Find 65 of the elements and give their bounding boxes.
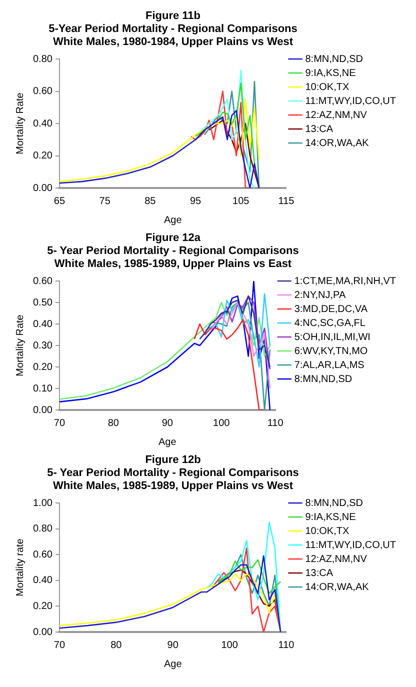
chart-title: Figure 11b 5-Year Period Mortality - Regional Comparisons White Males, 1980-1984, Upper Plains vs West <box>48 10 298 49</box>
legend-label: 9:IA,KS,NE <box>305 512 356 523</box>
legend-label: 10:OK,TX <box>305 526 350 537</box>
y-tick-label: 0.60 <box>32 86 53 97</box>
legend-label: 8:MN,ND,SD <box>294 374 352 385</box>
y-tick-label: 0.40 <box>32 118 53 130</box>
y-tick-label: 0.80 <box>32 524 53 535</box>
x-tick-label: 80 <box>110 640 122 651</box>
y-tick-label: 0.60 <box>32 276 53 287</box>
x-tick-label: 100 <box>221 640 238 651</box>
y-tick-label: 0.40 <box>32 318 53 330</box>
x-tick-label: 65 <box>54 196 66 207</box>
chart-title: Figure 12a 5- Year Period Mortality - Regional Comparisons White Males, 1985-1989, Upper Plains vs East <box>46 232 300 271</box>
legend-label: 11:MT,WY,ID,CO,UT <box>305 96 396 107</box>
y-tick-label: 0.20 <box>32 600 53 612</box>
legend-label: 13:CA <box>305 568 334 579</box>
legend-label: 3:MD,DE,DC,VA <box>294 304 368 315</box>
x-tick-label: 75 <box>99 196 111 207</box>
legend-label: 6:WV,KY,TN,MO <box>294 346 368 357</box>
y-tick-label: 0.10 <box>32 383 53 394</box>
x-tick-label: 110 <box>267 418 284 429</box>
y-tick-label: 0.20 <box>32 362 53 373</box>
x-tick-label: 95 <box>190 196 202 207</box>
y-tick-label: 0.00 <box>32 182 53 194</box>
x-tick-label: 115 <box>278 196 295 207</box>
x-tick-label: 70 <box>54 418 66 429</box>
x-tick-label: 85 <box>144 196 156 207</box>
legend-label: 4:NC,SC,GA,FL <box>294 318 366 329</box>
y-tick-label: 0.40 <box>32 575 53 586</box>
x-tick-label: 110 <box>278 640 295 651</box>
x-tick-label: 80 <box>108 418 120 429</box>
y-axis-title: Mortality Rate <box>14 314 26 376</box>
y-axis-title: Mortality rate <box>14 538 26 596</box>
legend-label: 8:MN,ND,SD <box>305 498 364 509</box>
y-tick-label: 1.00 <box>32 498 53 509</box>
legend-label: 2:NY,NJ,PA <box>294 290 346 301</box>
legend-label: 12:AZ,NM,NV <box>305 110 368 121</box>
x-axis-title: Age <box>164 658 182 670</box>
x-axis-title: Age <box>164 214 182 226</box>
y-tick-label: 0.00 <box>32 404 53 416</box>
legend-label: 8:MN,ND,SD <box>305 54 364 65</box>
legend-label: 14:OR,WA,AK <box>305 582 370 593</box>
y-tick-label: 0.60 <box>32 549 53 560</box>
x-tick-label: 90 <box>167 640 179 651</box>
y-tick-label: 0.00 <box>32 626 53 638</box>
legend-label: 1:CT,ME,MA,RI,NH,VT <box>294 276 396 287</box>
x-tick-label: 90 <box>162 418 174 429</box>
legend-label: 7:AL,AR,LA,MS <box>294 360 365 371</box>
x-tick-label: 105 <box>232 196 250 207</box>
y-tick-label: 0.20 <box>32 150 53 162</box>
y-axis-title: Mortality Rate <box>14 92 26 154</box>
y-tick-label: 0.80 <box>32 54 53 65</box>
y-tick-label: 0.50 <box>32 297 53 308</box>
x-tick-label: 70 <box>54 640 66 651</box>
legend-label: 11:MT,WY,ID,CO,UT <box>305 540 396 551</box>
legend-label: 5:OH,IN,IL,MI,WI <box>294 332 370 343</box>
chart-title: Figure 12b 5- Year Period Mortality - Regional Comparisons White Males, 1985-1989, Upper Plains vs West <box>46 454 300 493</box>
legend-label: 13:CA <box>305 124 334 135</box>
legend-label: 12:AZ,NM,NV <box>305 554 368 565</box>
legend-label: 10:OK,TX <box>305 82 350 93</box>
y-tick-label: 0.30 <box>32 340 53 352</box>
x-tick-label: 100 <box>213 418 230 429</box>
legend-label: 9:IA,KS,NE <box>305 68 356 79</box>
legend-label: 14:OR,WA,AK <box>305 138 370 149</box>
x-axis-title: Age <box>158 436 177 448</box>
